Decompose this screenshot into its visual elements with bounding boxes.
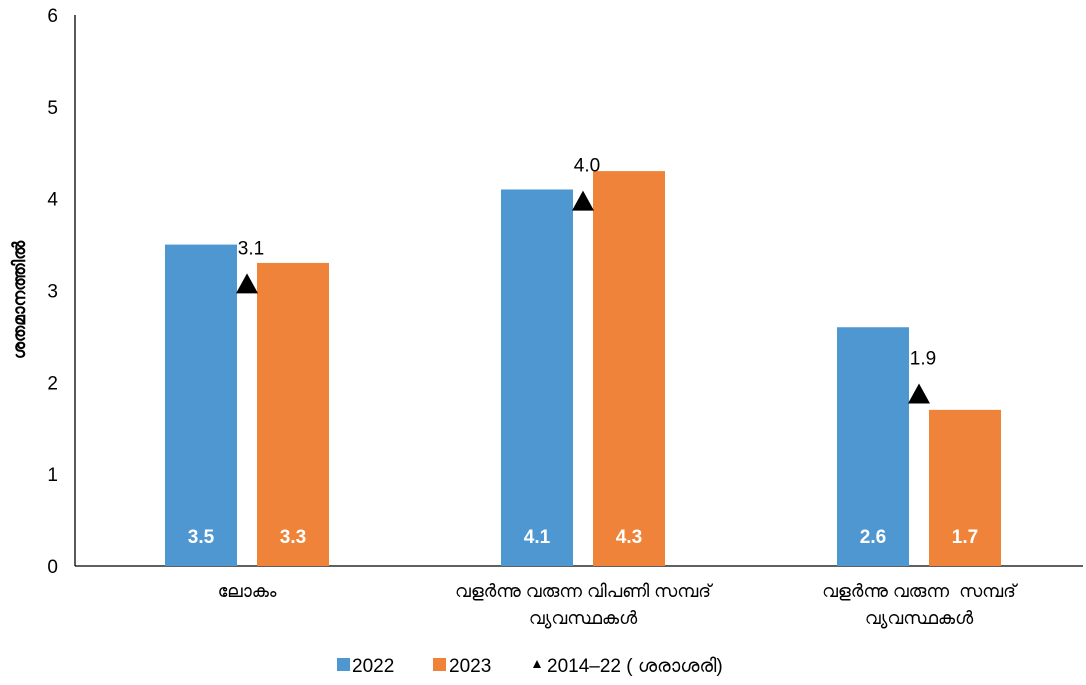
bar-value-label: 2.6 xyxy=(860,527,886,548)
bar-series-2-category-1 xyxy=(257,262,329,566)
bar-value-label: 3.3 xyxy=(280,527,306,548)
bars: 3.5 4.1 2.6 3.3 4.3 1.7 xyxy=(165,171,1001,567)
y-tick-label: 1 xyxy=(47,465,58,486)
legend-swatch-series-2 xyxy=(433,658,446,671)
bar-series-2-category-2 xyxy=(593,171,665,566)
marker-value-label: 3.1 xyxy=(238,238,264,259)
legend: 2022 2023 2014–22 ( ശരാശരി) xyxy=(337,656,723,677)
y-tick-label: 3 xyxy=(47,282,58,303)
legend-swatch-series-1 xyxy=(337,658,350,671)
bar-series-1-category-3 xyxy=(837,327,909,566)
y-tick-label: 2 xyxy=(47,373,58,394)
marker-value-label: 1.9 xyxy=(910,349,936,370)
bar-value-label: 3.5 xyxy=(188,527,215,548)
bar-value-label: 1.7 xyxy=(952,527,978,548)
bar-value-label: 4.3 xyxy=(616,527,642,548)
category-labels: ലോകം വളർന്നു വരുന്ന വിപണി സമ്പദ് വ്യവസ്ഥകൾ… xyxy=(218,581,1019,629)
legend-label: 2023 xyxy=(449,656,491,677)
legend-label: 2014–22 ( ശരാശരി) xyxy=(547,656,723,677)
category-label: വളർന്നു വരുന്ന സമ്പദ് xyxy=(822,581,1018,601)
y-tick-label: 4 xyxy=(47,190,58,211)
bar-series-2-category-3 xyxy=(929,409,1001,566)
y-tick-label: 6 xyxy=(47,6,58,27)
category-label: ലോകം xyxy=(218,581,277,601)
category-label: വ്യവസ്ഥകൾ xyxy=(865,608,974,629)
triangle-marker xyxy=(236,273,258,294)
triangle-marker xyxy=(908,383,930,404)
category-label: വ്യവസ്ഥകൾ xyxy=(529,608,638,629)
axes xyxy=(74,15,1083,567)
y-tick-label: 5 xyxy=(47,98,58,119)
bar-series-1-category-2 xyxy=(501,189,573,566)
y-tick-labels: 0 1 2 3 4 5 6 xyxy=(47,6,58,578)
bar-value-label: 4.1 xyxy=(524,527,551,548)
y-axis-title: ശതമാനത്തിൽ xyxy=(10,240,29,359)
marker-value-label: 4.0 xyxy=(574,156,600,177)
average-markers: 3.1 4.0 1.9 xyxy=(236,156,936,404)
y-tick-label: 0 xyxy=(47,557,58,578)
legend-triangle-icon xyxy=(533,660,541,668)
bar-series-1-category-1 xyxy=(165,244,237,567)
legend-label: 2022 xyxy=(352,656,394,677)
category-label: വളർന്നു വരുന്ന വിപണി സമ്പദ് xyxy=(455,581,713,601)
triangle-marker xyxy=(572,190,594,211)
